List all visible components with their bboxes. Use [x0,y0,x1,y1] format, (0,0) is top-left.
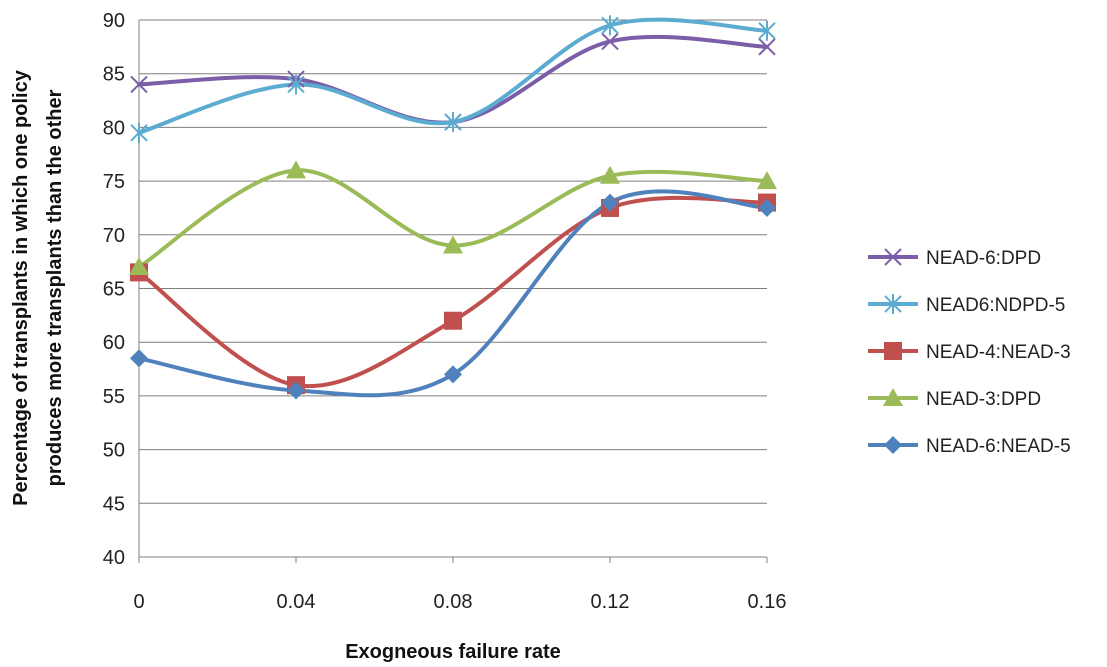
data-point-s2-3 [601,15,619,36]
data-point-s2-2 [444,112,462,133]
y-tick-label: 85 [103,64,125,86]
y-tick-label: 60 [103,332,125,354]
y-tick-label: 40 [103,547,125,569]
legend-label: NEAD-4:NEAD-3 [926,342,1071,363]
y-tick-label: 80 [103,117,125,139]
legend-item: NEAD-3:DPD [868,388,1041,410]
data-point-s5-3 [601,193,619,212]
data-point-s4-0 [129,257,149,276]
series-line-1 [137,34,769,125]
series-line-3 [137,195,769,389]
axes [138,20,768,563]
y-tick-label: 65 [103,279,125,301]
data-point-s5-0 [130,349,148,368]
data-point-s4-1 [286,160,306,179]
y-axis-title-line-1: Percentage of transplants in which one p… [10,69,32,506]
data-point-s3-2 [444,311,462,330]
legend-label: NEAD-6:DPD [926,248,1041,269]
grid-lines [139,19,767,504]
y-tick-label: 70 [103,225,125,247]
legend-item: NEAD-6:NEAD-5 [868,436,1071,457]
y-tick-label: 75 [103,171,125,193]
legend-swatch-marker [884,248,902,266]
data-point-s5-4 [758,198,776,217]
data-point-s4-4 [757,171,777,190]
legend: NEAD-6:DPD NEAD6:NDPD-5 NEAD-4:NEAD-3 NEAD-… [868,248,1071,457]
x-tick-label: 0.16 [748,591,787,613]
legend-item: NEAD-6:DPD [868,248,1041,269]
legend-swatch-marker [884,342,902,360]
legend-swatch-marker [883,388,903,406]
data-point-s1-0 [130,75,148,94]
series-lines [137,17,769,398]
x-tick-label: 0.12 [591,591,630,613]
y-tick-label: 45 [103,493,125,515]
x-axis-title: Exogneous failure rate [345,641,561,663]
y-axis-title: Percentage of transplants in which one p… [10,69,66,506]
data-point-s5-2 [444,365,462,384]
data-point-s2-1 [287,74,305,95]
data-point-s1-3 [601,32,619,51]
y-axis-title-line-2: produces more transplants than the other [44,89,66,486]
data-point-s4-2 [443,235,463,254]
y-tick-label: 50 [103,440,125,462]
tick-labels: 40 45 50 55 60 65 70 75 80 85 90 0 0.04 0.08 0.12 0.16 [103,10,787,613]
legend-item: NEAD-4:NEAD-3 [868,342,1071,363]
x-tick-label: 0.08 [434,591,473,613]
data-point-s2-0 [130,122,148,143]
x-tick-label: 0.04 [277,591,316,613]
data-point-s4-3 [600,165,620,184]
data-point-s2-4 [758,20,776,41]
data-point-s5-1 [287,381,305,400]
series-line-5 [137,189,769,398]
legend-label: NEAD-6:NEAD-5 [926,436,1071,457]
legend-swatch-marker [884,436,902,454]
series-markers [129,15,777,400]
y-tick-label: 55 [103,386,125,408]
data-point-s1-4 [758,38,776,56]
legend-label: NEAD-3:DPD [926,389,1041,410]
x-tick-label: 0 [133,591,144,613]
legend-item: NEAD6:NDPD-5 [868,294,1065,316]
legend-label: NEAD6:NDPD-5 [926,295,1065,316]
y-tick-label: 90 [103,10,125,32]
legend-swatch-marker [884,294,902,314]
